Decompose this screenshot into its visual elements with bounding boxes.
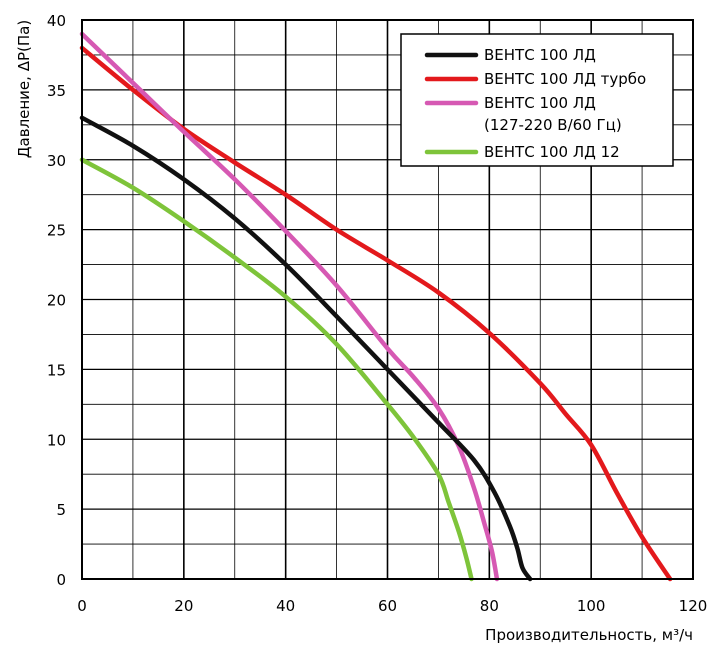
legend-label: ВЕНТС 100 ЛД (127-220 В/60 Гц) <box>484 94 622 134</box>
series-line <box>79 31 500 582</box>
legend-label: ВЕНТС 100 ЛД 12 <box>484 143 620 161</box>
x-tick-label: 20 <box>174 597 193 615</box>
y-axis-label: Давление, ΔР(Па) <box>15 20 33 158</box>
x-tick-label: 60 <box>378 597 397 615</box>
legend-label-line: ВЕНТС 100 ЛД <box>484 46 596 64</box>
y-tick-label: 10 <box>47 431 66 449</box>
x-axis-ticks: 0 20 40 60 80 100 120 <box>77 597 707 615</box>
x-tick-label: 120 <box>679 597 708 615</box>
x-tick-label: 0 <box>77 597 87 615</box>
x-tick-label: 40 <box>276 597 295 615</box>
series-line <box>79 157 474 582</box>
legend: ВЕНТС 100 ЛД ВЕНТС 100 ЛД турбо ВЕНТС 100 … <box>400 33 674 167</box>
legend-label-line: ВЕНТС 100 ЛД 12 <box>484 143 620 161</box>
y-tick-label: 35 <box>47 82 66 100</box>
legend-label-line: (127-220 В/60 Гц) <box>484 116 622 134</box>
x-tick-label: 100 <box>577 597 606 615</box>
plot-frame <box>81 19 694 580</box>
y-tick-label: 20 <box>47 292 66 310</box>
y-tick-label: 0 <box>56 571 66 589</box>
series-line <box>79 115 533 582</box>
y-tick-label: 30 <box>47 152 66 170</box>
legend-label-line: ВЕНТС 100 ЛД <box>484 94 596 112</box>
x-axis-label: Производительность, м³/ч <box>485 626 693 644</box>
y-tick-label: 15 <box>47 361 66 379</box>
x-tick-label: 80 <box>480 597 499 615</box>
y-tick-label: 40 <box>47 12 66 30</box>
legend-label: ВЕНТС 100 ЛД турбо <box>484 70 646 88</box>
legend-label-line: ВЕНТС 100 ЛД турбо <box>484 70 646 88</box>
legend-label: ВЕНТС 100 ЛД <box>484 46 596 64</box>
y-tick-label: 5 <box>56 501 66 519</box>
y-axis-ticks: 0 5 10 15 20 25 30 35 40 <box>47 12 66 589</box>
series-lines <box>79 31 673 582</box>
y-tick-label: 25 <box>47 222 66 240</box>
series-line <box>79 45 673 582</box>
